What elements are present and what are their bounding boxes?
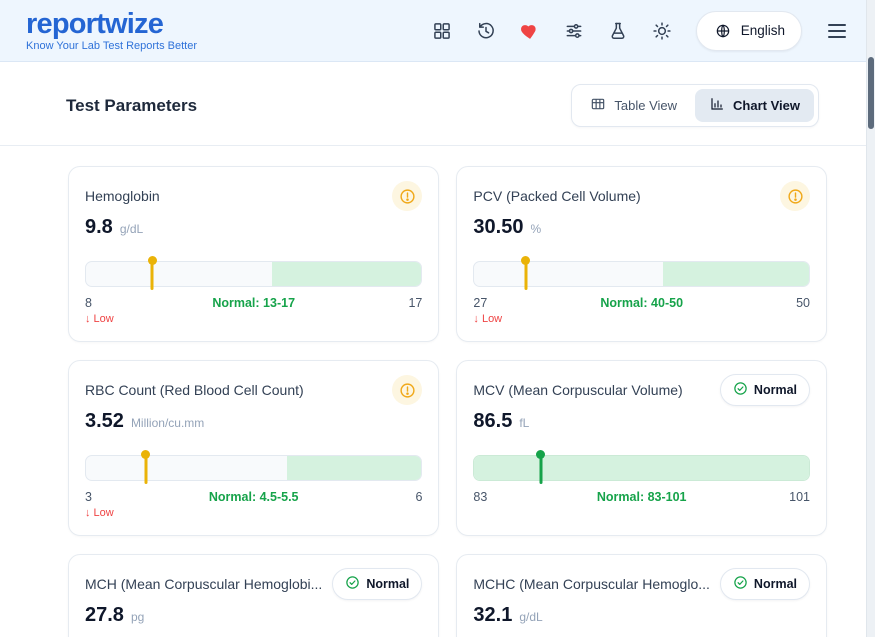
cards-grid: Hemoglobin 9.8 g/dL 8 ↓ Low Normal: 13-1…	[68, 166, 827, 637]
parameter-card: PCV (Packed Cell Volume) 30.50 % 27 ↓ Lo…	[456, 166, 827, 342]
normal-range-label: Normal: 13-17	[212, 296, 296, 310]
menu-icon[interactable]	[826, 22, 848, 40]
parameter-value: 3.52	[85, 410, 124, 432]
range-min: 3	[85, 490, 92, 504]
range-bar	[85, 258, 423, 290]
normal-range-label: Normal: 40-50	[600, 296, 684, 310]
parameter-name: Hemoglobin	[85, 188, 160, 204]
table-view-label: Table View	[614, 98, 678, 113]
table-icon	[590, 96, 606, 115]
range-bar	[473, 258, 810, 290]
low-flag: ↓ Low	[473, 313, 503, 325]
header-actions: English	[432, 10, 848, 51]
language-label: English	[740, 23, 785, 38]
range-bar-track	[85, 455, 423, 481]
parameter-name: MCH (Mean Corpuscular Hemoglobi...	[85, 576, 323, 592]
warning-icon	[780, 181, 810, 211]
normal-range-segment	[272, 262, 422, 286]
range-max: 101	[789, 490, 810, 504]
sliders-icon[interactable]	[564, 21, 584, 41]
normal-badge-label: Normal	[366, 577, 410, 591]
parameter-card: MCV (Mean Corpuscular Volume) Normal 86.…	[456, 360, 827, 536]
globe-icon	[713, 21, 733, 41]
low-flag: ↓ Low	[85, 507, 114, 519]
history-icon[interactable]	[476, 21, 496, 41]
range-min: 27	[473, 296, 488, 310]
parameter-unit: g/dL	[519, 610, 543, 624]
app-header: reportwize Know Your Lab Test Reports Be…	[0, 0, 866, 62]
range-bar	[85, 452, 423, 484]
section-header: Test Parameters Table View	[0, 62, 866, 146]
normal-badge: Normal	[719, 568, 810, 600]
value-marker	[150, 258, 154, 290]
normal-range-segment	[474, 456, 809, 480]
page-title: Test Parameters	[66, 95, 198, 115]
parameter-card: MCH (Mean Corpuscular Hemoglobi... Norma…	[68, 554, 440, 637]
brand-name: reportwize	[26, 7, 164, 40]
language-button[interactable]: English	[695, 10, 802, 51]
parameter-unit: %	[530, 222, 542, 236]
theme-sun-icon[interactable]	[652, 21, 672, 41]
value-marker	[144, 452, 148, 484]
range-bar-track	[85, 261, 423, 287]
range-bar	[473, 452, 810, 484]
parameter-value: 9.8	[85, 216, 113, 238]
low-flag: ↓ Low	[85, 313, 114, 325]
parameter-name: MCV (Mean Corpuscular Volume)	[473, 382, 683, 398]
normal-range-segment	[287, 456, 422, 480]
dashboard-grid-icon[interactable]	[432, 21, 452, 41]
range-max: 6	[415, 490, 423, 504]
favorites-heart-icon[interactable]	[520, 21, 540, 41]
parameter-value: 86.5	[473, 410, 513, 432]
parameter-value: 30.50	[473, 216, 524, 238]
warning-icon	[392, 181, 423, 211]
bar-chart-icon	[709, 96, 725, 115]
range-min: 83	[473, 490, 488, 504]
value-marker	[524, 258, 528, 290]
page-scrollbar[interactable]	[866, 0, 875, 637]
view-toggle: Table View Chart View	[571, 84, 819, 127]
range-max: 17	[408, 296, 423, 310]
normal-badge-label: Normal	[753, 383, 797, 397]
parameter-unit: pg	[130, 610, 145, 624]
range-min: 8	[85, 296, 92, 310]
chart-view-label: Chart View	[733, 98, 800, 113]
lab-flask-icon[interactable]	[608, 21, 628, 41]
parameter-card: MCHC (Mean Corpuscular Hemoglo... Normal…	[456, 554, 827, 637]
scrollbar-thumb[interactable]	[868, 57, 874, 129]
check-circle-icon	[733, 381, 748, 399]
normal-badge-label: Normal	[753, 577, 797, 591]
range-max: 50	[796, 296, 810, 310]
parameter-value: 27.8	[85, 604, 124, 626]
range-bar-track	[473, 261, 810, 287]
normal-range-label: Normal: 83-101	[596, 490, 687, 504]
normal-range-segment	[663, 262, 809, 286]
parameter-name: RBC Count (Red Blood Cell Count)	[85, 382, 304, 398]
check-circle-icon	[345, 575, 360, 593]
normal-badge: Normal	[719, 374, 810, 406]
value-marker	[539, 452, 543, 484]
warning-icon	[392, 375, 423, 405]
brand-logo[interactable]: reportwize Know Your Lab Test Reports Be…	[26, 7, 198, 53]
brand-tagline: Know Your Lab Test Reports Better	[26, 40, 198, 53]
check-circle-icon	[733, 575, 748, 593]
parameter-name: MCHC (Mean Corpuscular Hemoglo...	[473, 576, 710, 592]
parameter-unit: g/dL	[119, 222, 144, 236]
content-area: Hemoglobin 9.8 g/dL 8 ↓ Low Normal: 13-1…	[68, 146, 827, 637]
parameter-value: 32.1	[473, 604, 513, 626]
parameter-card: RBC Count (Red Blood Cell Count) 3.52 Mi…	[68, 360, 440, 536]
parameter-card: Hemoglobin 9.8 g/dL 8 ↓ Low Normal: 13-1…	[68, 166, 440, 342]
normal-badge: Normal	[332, 568, 423, 600]
normal-range-label: Normal: 4.5-5.5	[208, 490, 299, 504]
table-view-button[interactable]: Table View	[576, 89, 691, 122]
parameter-name: PCV (Packed Cell Volume)	[473, 188, 641, 204]
range-bar-track	[473, 455, 810, 481]
parameter-unit: fL	[519, 416, 530, 430]
parameter-unit: Million/cu.mm	[130, 416, 205, 430]
chart-view-button[interactable]: Chart View	[695, 89, 814, 122]
